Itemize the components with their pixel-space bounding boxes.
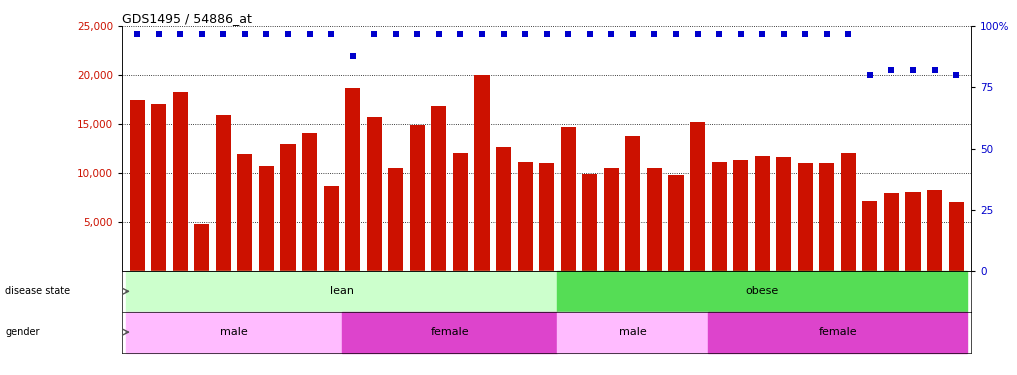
Bar xyxy=(841,153,856,271)
Text: GDS1495 / 54886_at: GDS1495 / 54886_at xyxy=(122,12,252,25)
Bar xyxy=(755,156,770,271)
Bar xyxy=(708,312,967,352)
Bar xyxy=(647,168,662,271)
Text: female: female xyxy=(819,327,857,337)
Bar xyxy=(345,88,360,271)
Bar xyxy=(453,153,468,271)
Bar xyxy=(126,312,342,352)
Bar xyxy=(905,192,920,271)
Bar xyxy=(237,154,252,271)
Text: lean: lean xyxy=(330,286,354,296)
Bar xyxy=(625,136,641,271)
Bar xyxy=(342,312,557,352)
Bar xyxy=(388,168,404,271)
Text: male: male xyxy=(619,327,647,337)
Text: gender: gender xyxy=(5,327,40,337)
Bar xyxy=(518,162,533,271)
Bar xyxy=(302,133,317,271)
Bar xyxy=(557,312,708,352)
Bar xyxy=(582,174,597,271)
Bar xyxy=(126,271,557,312)
Bar xyxy=(776,158,791,271)
Text: male: male xyxy=(221,327,248,337)
Bar xyxy=(557,271,967,312)
Bar xyxy=(152,104,166,271)
Bar xyxy=(475,75,489,271)
Text: female: female xyxy=(430,327,469,337)
Bar xyxy=(281,144,296,271)
Bar xyxy=(539,163,554,271)
Bar xyxy=(496,147,512,271)
Bar xyxy=(949,202,964,271)
Bar xyxy=(797,163,813,271)
Bar xyxy=(668,175,683,271)
Bar xyxy=(129,100,144,271)
Bar xyxy=(216,116,231,271)
Bar xyxy=(604,168,618,271)
Bar xyxy=(884,193,899,271)
Bar xyxy=(928,190,942,271)
Bar xyxy=(690,122,705,271)
Text: obese: obese xyxy=(745,286,779,296)
Bar xyxy=(862,201,878,271)
Bar xyxy=(431,105,446,271)
Bar xyxy=(560,127,576,271)
Text: disease state: disease state xyxy=(5,286,70,296)
Bar xyxy=(410,125,425,271)
Bar xyxy=(367,117,381,271)
Bar xyxy=(733,160,749,271)
Bar xyxy=(194,224,210,271)
Bar xyxy=(712,162,726,271)
Bar xyxy=(820,163,834,271)
Bar xyxy=(173,92,188,271)
Bar xyxy=(259,166,274,271)
Bar xyxy=(323,186,339,271)
